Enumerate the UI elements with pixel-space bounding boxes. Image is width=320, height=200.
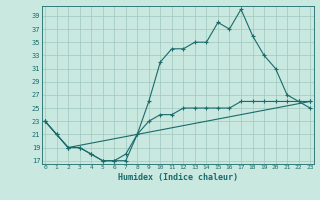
X-axis label: Humidex (Indice chaleur): Humidex (Indice chaleur): [118, 173, 237, 182]
